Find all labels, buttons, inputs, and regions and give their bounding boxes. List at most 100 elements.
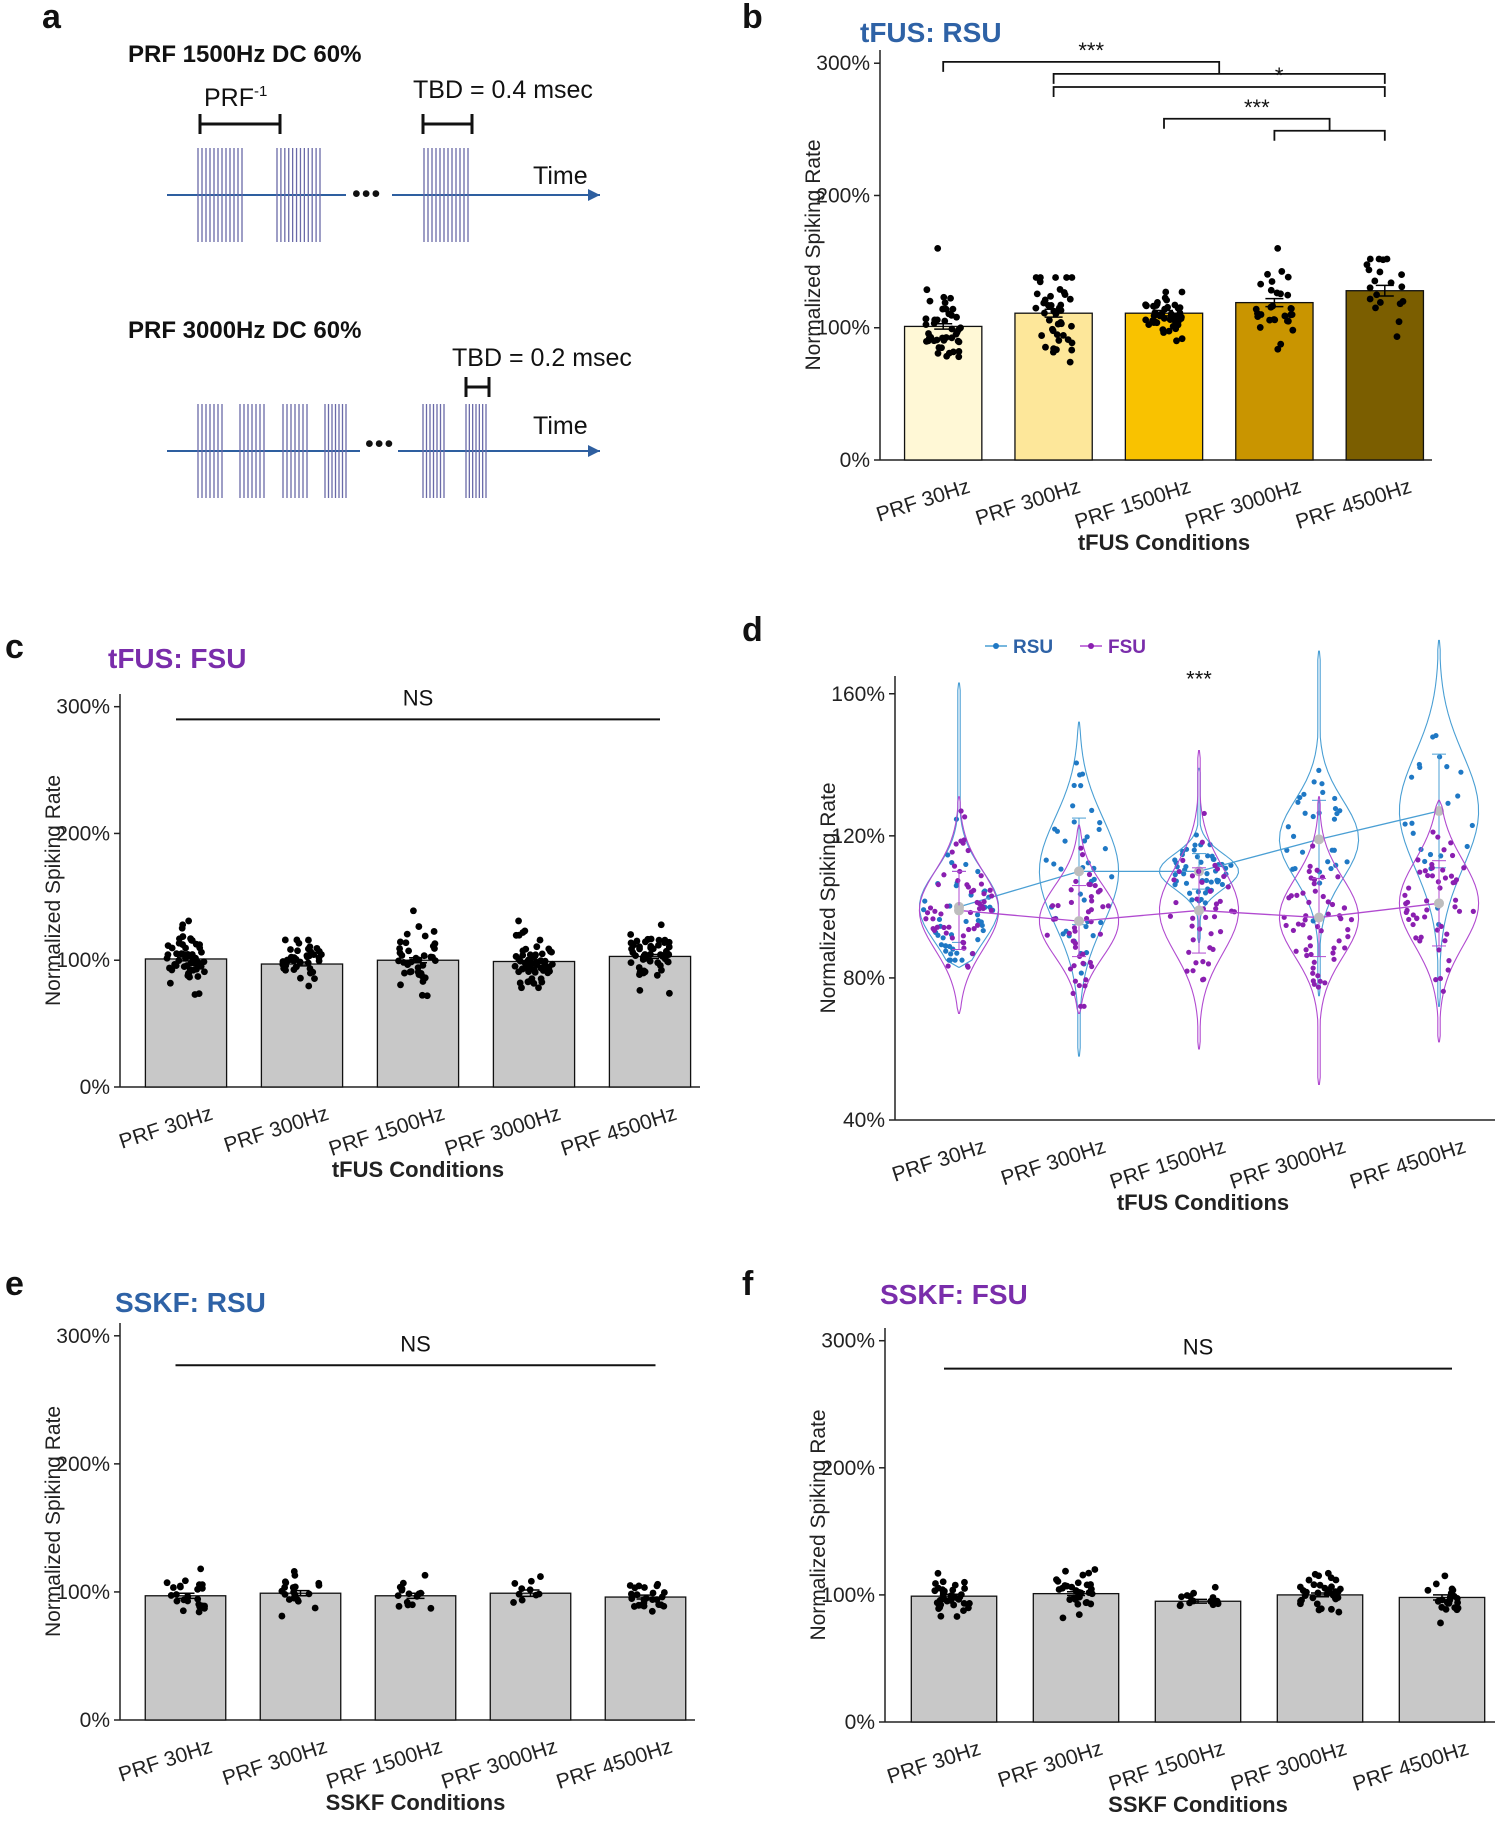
- data-point: [1032, 304, 1040, 312]
- data-point: [406, 968, 414, 976]
- data-point: [1316, 767, 1322, 773]
- data-point: [1178, 335, 1186, 343]
- data-point: [1087, 1581, 1094, 1588]
- data-point: [1091, 876, 1097, 882]
- data-point: [934, 244, 942, 252]
- panel-c-chart: 0% 100% 200% 300% Normalized Spiking Rate tFU…: [42, 643, 700, 1182]
- data-point: [315, 1581, 323, 1589]
- data-point: [1199, 839, 1205, 845]
- bar: [1235, 301, 1314, 461]
- data-point: [1254, 309, 1261, 317]
- data-point: [938, 911, 944, 917]
- data-point: [1091, 1566, 1099, 1573]
- data-point: [304, 945, 312, 953]
- data-point: [1325, 859, 1331, 865]
- data-point: [1178, 288, 1186, 296]
- data-point: [1296, 1583, 1304, 1591]
- y-tick-label: 40%: [843, 1109, 885, 1132]
- data-point: [1160, 329, 1167, 336]
- violin-outline: [1278, 650, 1360, 997]
- data-point: [980, 905, 986, 912]
- data-point: [1211, 914, 1218, 920]
- data-point: [1311, 881, 1317, 887]
- bar: [608, 955, 692, 1088]
- data-point: [974, 899, 980, 906]
- data-point: [1162, 288, 1170, 296]
- data-point: [1068, 322, 1075, 330]
- y-axis-title: Normalized Spiking Rate: [802, 139, 825, 370]
- data-point: [1066, 930, 1072, 936]
- data-point: [1437, 975, 1444, 982]
- data-point: [281, 1590, 289, 1598]
- y-axis-title: Normalized Spiking Rate: [817, 782, 840, 1013]
- data-point: [164, 942, 172, 950]
- data-point: [414, 964, 422, 972]
- prf-inverse-label: PRF-1: [204, 83, 267, 112]
- data-point: [961, 1578, 968, 1586]
- data-point: [1322, 980, 1328, 986]
- data-point: [1189, 897, 1195, 903]
- data-point: [1422, 868, 1428, 874]
- data-point: [1193, 832, 1199, 838]
- data-point: [1172, 882, 1178, 888]
- data-point: [1059, 1614, 1067, 1622]
- bar: [260, 963, 344, 1088]
- data-point: [421, 1571, 429, 1579]
- schematic-upper-waveform: [167, 114, 600, 242]
- data-point: [1287, 305, 1295, 313]
- data-point: [941, 872, 947, 878]
- data-point: [627, 931, 635, 938]
- data-point: [163, 1579, 171, 1587]
- data-point: [923, 286, 931, 294]
- data-point: [1177, 315, 1185, 323]
- data-point: [1209, 1594, 1217, 1601]
- data-point: [1306, 899, 1312, 905]
- data-point: [661, 939, 668, 946]
- data-point: [660, 1589, 668, 1596]
- x-tick-label: PRF 3000Hz: [439, 1735, 560, 1794]
- data-point: [1320, 789, 1326, 796]
- data-point: [1270, 316, 1278, 323]
- x-tick-label: PRF 30Hz: [874, 475, 973, 527]
- data-point: [1201, 976, 1207, 982]
- data-point: [1109, 874, 1115, 880]
- x-tick-label: PRF 1500Hz: [324, 1735, 445, 1794]
- data-point: [1085, 1569, 1093, 1577]
- data-point: [1203, 877, 1210, 884]
- data-point: [1183, 880, 1190, 886]
- data-point: [1088, 893, 1094, 900]
- data-point: [1319, 781, 1325, 787]
- data-point: [1444, 764, 1450, 770]
- x-axis-title: tFUS Conditions: [1117, 1190, 1289, 1215]
- data-point: [647, 935, 655, 943]
- data-point: [408, 1601, 416, 1609]
- data-point: [1307, 935, 1313, 941]
- chart-title: SSKF: FSU: [880, 1279, 1028, 1310]
- data-point: [1315, 973, 1321, 979]
- significance-bracket: [942, 61, 1221, 74]
- data-point: [955, 338, 963, 346]
- data-point: [939, 1578, 947, 1586]
- data-point: [943, 930, 949, 936]
- data-point: [1052, 310, 1060, 318]
- bar: [1154, 1600, 1242, 1723]
- bar: [1014, 312, 1093, 461]
- data-point: [942, 334, 950, 341]
- data-point: [1042, 343, 1049, 351]
- mean-marker: [954, 905, 964, 916]
- data-point: [1329, 847, 1335, 853]
- data-point: [399, 1579, 407, 1587]
- data-point: [1048, 325, 1056, 333]
- data-point: [178, 924, 186, 932]
- data-point: [1089, 963, 1095, 970]
- data-point: [1372, 304, 1379, 312]
- data-point: [940, 293, 948, 301]
- data-point: [629, 949, 637, 956]
- data-point: [528, 975, 536, 983]
- data-point: [1315, 984, 1322, 990]
- schematic-lower-title: PRF 3000Hz DC 60%: [128, 317, 361, 344]
- data-point: [1045, 316, 1053, 324]
- data-point: [1469, 822, 1475, 829]
- data-point: [1414, 915, 1420, 922]
- data-point: [1062, 1567, 1069, 1575]
